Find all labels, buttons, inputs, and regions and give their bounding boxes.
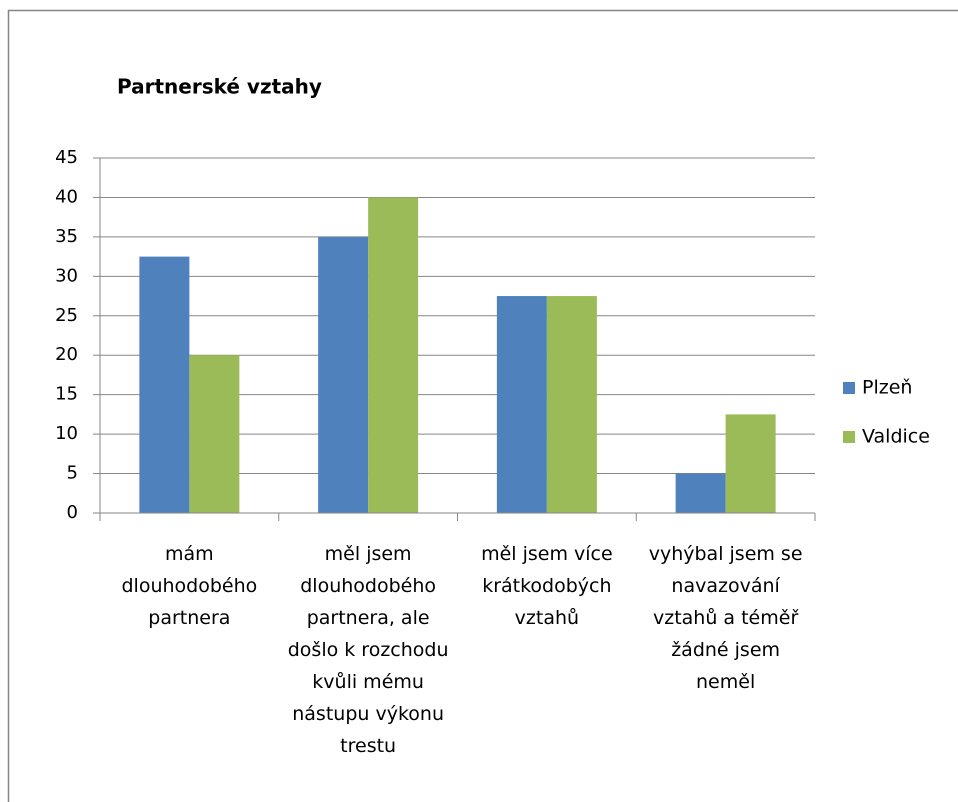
chart-title: Partnerské vztahy	[117, 75, 322, 99]
legend-swatch	[843, 431, 855, 443]
bar	[189, 355, 240, 513]
y-tick-label: 30	[55, 265, 78, 286]
y-tick-label: 20	[55, 344, 78, 365]
y-tick-label: 25	[55, 305, 78, 326]
bar	[496, 296, 547, 513]
x-tick-label: mám dlouhodobého partnera	[121, 543, 258, 629]
bar	[725, 414, 776, 513]
chart-border	[7, 9, 958, 802]
legend-label: Plzeň	[862, 377, 912, 399]
bar	[139, 256, 190, 513]
y-tick-label: 15	[55, 384, 78, 405]
bar	[368, 197, 419, 513]
y-tick-label: 45	[55, 147, 78, 168]
legend-label: Valdice	[862, 426, 930, 448]
x-tick-label: měl jsem více krátkodobých vztahů	[481, 543, 613, 629]
bar	[318, 236, 369, 513]
bar	[675, 473, 726, 513]
y-tick-label: 40	[55, 186, 78, 207]
y-tick-label: 5	[67, 463, 78, 484]
x-tick-label: měl jsem dlouhodobého partnera, ale došl…	[287, 543, 449, 757]
legend-swatch	[843, 382, 855, 394]
bar	[546, 296, 597, 513]
y-tick-label: 10	[55, 423, 78, 444]
x-tick-label: vyhýbal jsem se navazování vztahů a témě…	[648, 543, 803, 693]
y-tick-label: 35	[55, 226, 78, 247]
y-tick-label: 0	[67, 502, 78, 523]
